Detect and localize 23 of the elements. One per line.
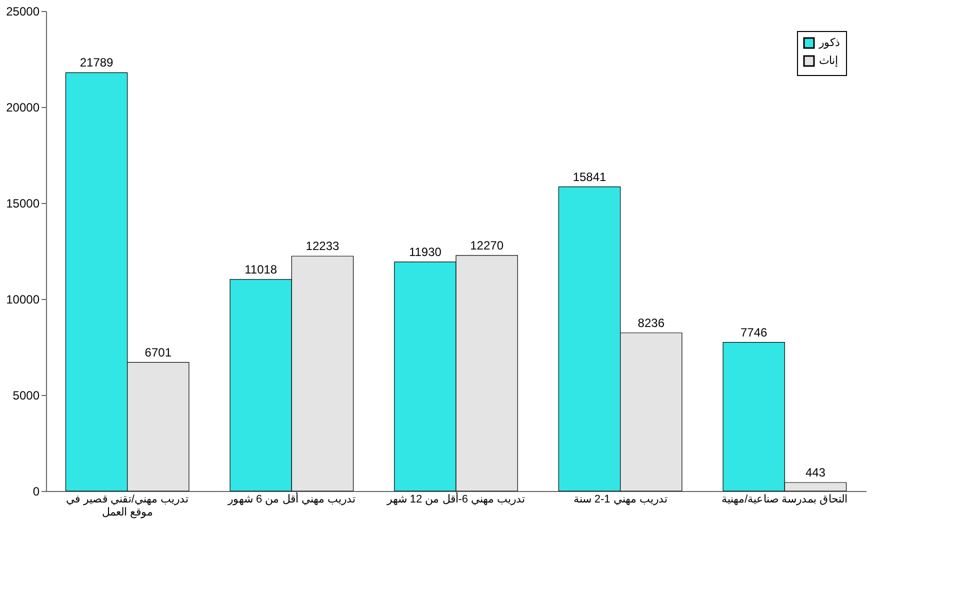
data-label: 12233	[306, 239, 340, 254]
data-label: 12270	[470, 238, 504, 252]
data-label: 11018	[244, 262, 278, 276]
x-tick-label: تدريب مهني أقل من 6 شهور	[226, 492, 356, 506]
x-tick-label: تدريب مهني 6-أقل من 12 شهر	[386, 492, 526, 506]
legend-label: إناث	[819, 55, 838, 67]
y-tick-label: 25000	[6, 4, 40, 18]
data-label: 6701	[144, 345, 172, 360]
data-label: 11930	[408, 244, 442, 259]
x-tick-label: تدريب مهني/تقني قصير في موقع العمل	[66, 494, 188, 518]
y-tick-label: 20000	[6, 100, 40, 114]
y-tick-label: 0	[32, 484, 40, 498]
x-tick-label: تدريب مهني 1-2 سنة	[573, 494, 668, 506]
data-label: 7746	[740, 325, 768, 340]
data-label: 8236	[638, 316, 665, 330]
data-label: 21789	[80, 56, 114, 70]
x-tick-label: التحاق بمدرسة صناعية/مهنية	[722, 494, 848, 506]
y-tick-label: 10000	[6, 292, 40, 306]
data-label: 443	[805, 465, 826, 480]
data-label: 15841	[572, 170, 607, 184]
legend-label: ذكور	[818, 37, 840, 49]
y-tick-label: 5000	[12, 388, 40, 402]
y-tick-label: 15000	[6, 196, 40, 210]
